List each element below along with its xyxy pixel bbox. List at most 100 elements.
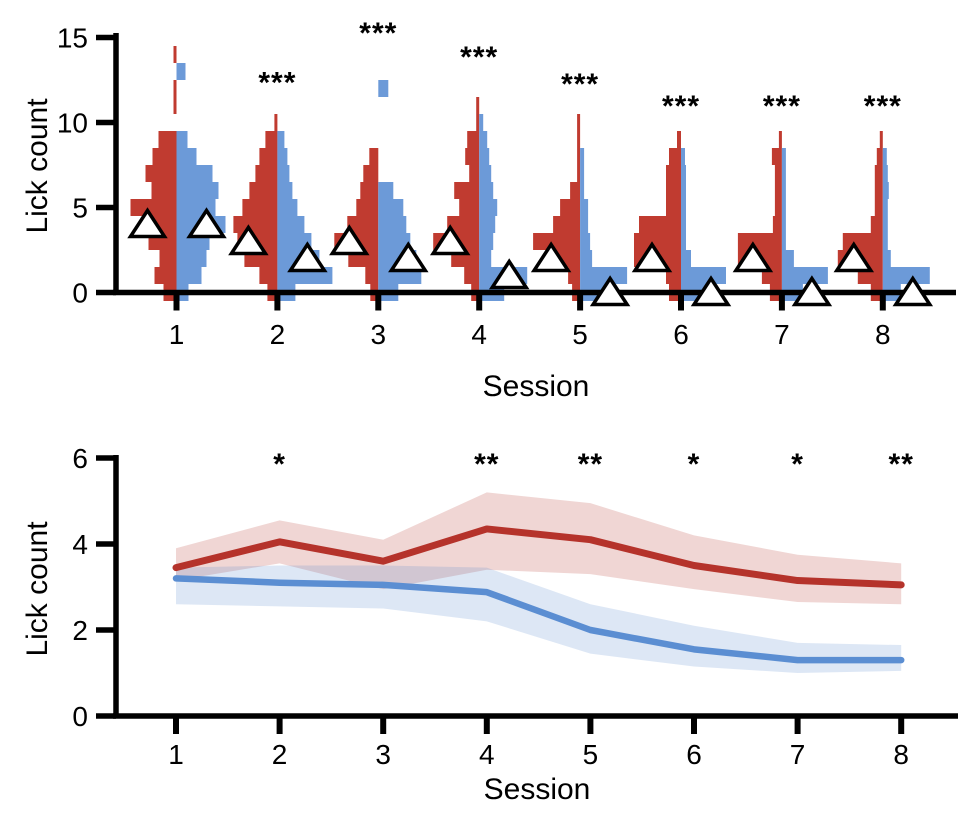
hist-bin-blue — [176, 131, 188, 148]
hist-bin-blue — [479, 216, 496, 233]
hist-bin-blue — [176, 182, 219, 199]
bottom-y-axis-title: Lick count — [21, 521, 54, 657]
hist-bin-blue — [781, 182, 786, 199]
significance-stars: *** — [763, 90, 801, 123]
bottom-y-tick-label: 6 — [72, 443, 88, 474]
top-y-tick-label: 10 — [57, 108, 88, 139]
median-triangle-blue — [791, 275, 833, 307]
significance-stars: ** — [889, 448, 914, 481]
mean-line-red — [172, 525, 905, 589]
hist-bin-red — [870, 216, 883, 233]
median-triangle-red — [329, 224, 370, 256]
hist-bin-blue — [681, 165, 686, 182]
bottom-x-tick-label: 5 — [583, 739, 599, 770]
hist-bin-blue — [781, 216, 786, 233]
median-triangle-red — [429, 224, 471, 256]
bottom-x-tick-label: 7 — [790, 739, 806, 770]
bottom-x-tick-label: 4 — [479, 739, 495, 770]
hist-bin-red — [476, 114, 480, 131]
hist-bin-red — [130, 199, 177, 216]
hist-bin-blue — [277, 182, 293, 199]
median-triangle-blue — [287, 241, 328, 273]
hist-bin-blue — [781, 199, 786, 216]
hist-bin-blue — [277, 131, 285, 148]
hist-bin-blue — [882, 216, 888, 233]
significance-stars: ** — [474, 448, 499, 481]
median-triangle-blue — [690, 275, 732, 307]
hist-bin-red — [363, 165, 379, 182]
hist-bin-blue — [882, 199, 888, 216]
bottom-y-tick-label: 0 — [72, 701, 88, 732]
significance-stars: *** — [864, 90, 902, 123]
hist-bin-blue — [781, 250, 794, 267]
hist-bin-red — [874, 182, 883, 199]
hist-bin-red — [666, 199, 681, 216]
hist-bin-blue — [681, 182, 686, 199]
bottom-y-tick-label: 2 — [72, 615, 88, 646]
hist-bin-blue — [681, 199, 686, 216]
significance-stars: *** — [460, 41, 498, 74]
top-y-tick-label: 0 — [72, 278, 88, 309]
hist-bin-red — [634, 233, 681, 250]
top-x-tick-label: 7 — [774, 319, 790, 350]
top-x-tick-label: 1 — [169, 319, 185, 350]
hist-bin-red — [365, 267, 379, 284]
hist-bin-blue — [378, 233, 411, 250]
bottom-x-tick-label: 6 — [686, 739, 702, 770]
hist-bin-blue — [176, 165, 213, 182]
significance-stars: * — [791, 448, 804, 481]
hist-bin-blue — [176, 250, 207, 267]
hist-bin-red — [447, 216, 480, 233]
hist-bin-red — [467, 131, 480, 148]
top-x-axis-title: Session — [482, 370, 590, 403]
hist-bin-red — [259, 267, 278, 284]
median-triangle-red — [127, 207, 168, 239]
hist-bin-blue — [681, 250, 691, 267]
hist-bin-red — [774, 182, 782, 199]
hist-bin-blue — [681, 216, 686, 233]
median-triangle-red — [631, 241, 673, 273]
hist-bin-red — [577, 114, 581, 131]
hist-bin-red — [533, 233, 581, 250]
hist-bin-blue — [882, 250, 891, 267]
hist-bin-blue — [580, 199, 589, 216]
median-triangle-red — [833, 241, 875, 273]
hist-bin-blue — [882, 182, 889, 199]
median-triangle-red — [732, 241, 774, 273]
median-triangle-blue — [589, 275, 631, 307]
confidence-band-blue — [176, 565, 902, 673]
hist-bin-red — [771, 148, 782, 165]
hist-bin-red — [666, 182, 681, 199]
top-y-axis-title: Lick count — [21, 98, 54, 234]
hist-bin-red — [874, 199, 883, 216]
hist-bin-blue — [580, 233, 591, 250]
hist-bin-blue — [580, 182, 585, 199]
hist-bin-red — [159, 250, 177, 267]
hist-bin-red — [173, 46, 177, 63]
hist-bin-red — [265, 131, 278, 148]
hist-bin-red — [360, 182, 379, 199]
hist-bin-red — [577, 165, 581, 182]
significance-stars: *** — [561, 68, 599, 101]
hist-bin-blue — [176, 63, 186, 80]
hist-bin-blue — [378, 182, 394, 199]
hist-bin-blue — [882, 233, 888, 250]
hist-bin-blue — [479, 165, 492, 182]
hist-bin-red — [876, 148, 883, 165]
hist-bin-blue — [479, 148, 490, 165]
hist-bin-blue — [277, 165, 290, 182]
mean-line-blue — [172, 575, 905, 664]
top-x-tick-label: 5 — [572, 319, 588, 350]
hist-bin-blue — [378, 199, 404, 216]
hist-bin-blue — [479, 182, 494, 199]
hist-bin-red — [259, 148, 278, 165]
hist-bin-blue — [176, 267, 202, 284]
hist-bin-red — [158, 131, 177, 148]
significance-stars: *** — [359, 17, 397, 50]
hist-bin-blue — [681, 233, 686, 250]
bottom-axes — [113, 455, 958, 719]
median-triangle-blue — [388, 241, 429, 273]
top-x-tick-label: 3 — [371, 319, 387, 350]
